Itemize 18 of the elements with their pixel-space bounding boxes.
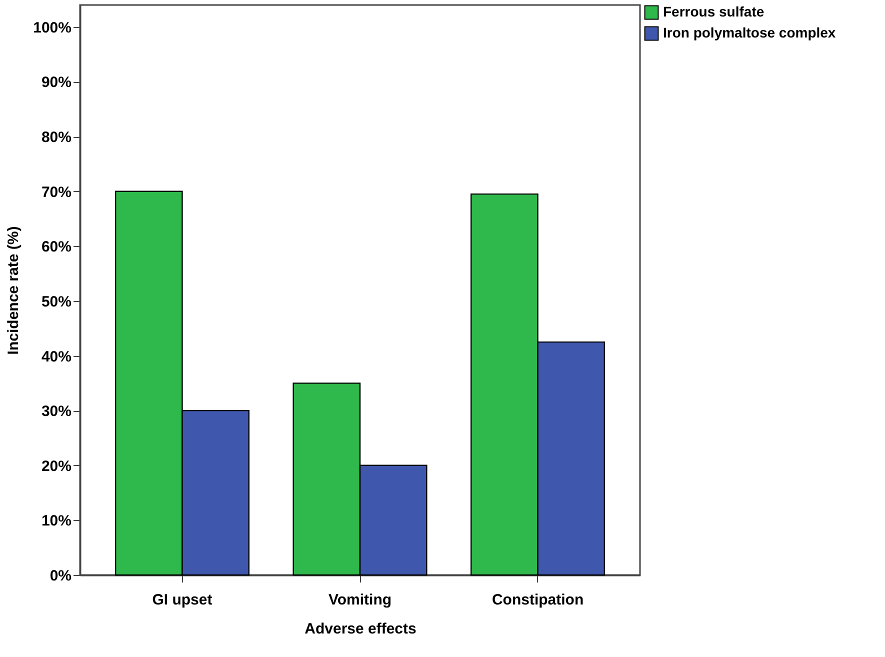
x-tick-label: Constipation [492,592,584,608]
y-tick-label: 0% [50,568,72,584]
x-tick-label: Vomiting [328,592,392,608]
y-tick-label: 10% [41,512,72,530]
x-axis-title: Adverse effects [304,620,416,638]
y-tick-label: 80% [41,129,72,146]
y-axis-title: Incidence rate (%) [5,226,22,355]
x-tick-label: GI upset [152,592,212,608]
y-tick-label: 60% [41,238,72,256]
legend-label: Ferrous sulfate [663,4,764,20]
y-tick-label: 20% [41,458,72,475]
y-tick-label: 70% [41,184,72,201]
y-tick-label: 90% [41,74,72,92]
y-tick-label: 30% [41,403,72,420]
y-tick-label: 50% [41,293,72,310]
legend-label: Iron polymaltose complex [663,24,836,40]
y-tick-label: 100% [33,19,72,36]
y-tick-label: 40% [41,348,72,366]
